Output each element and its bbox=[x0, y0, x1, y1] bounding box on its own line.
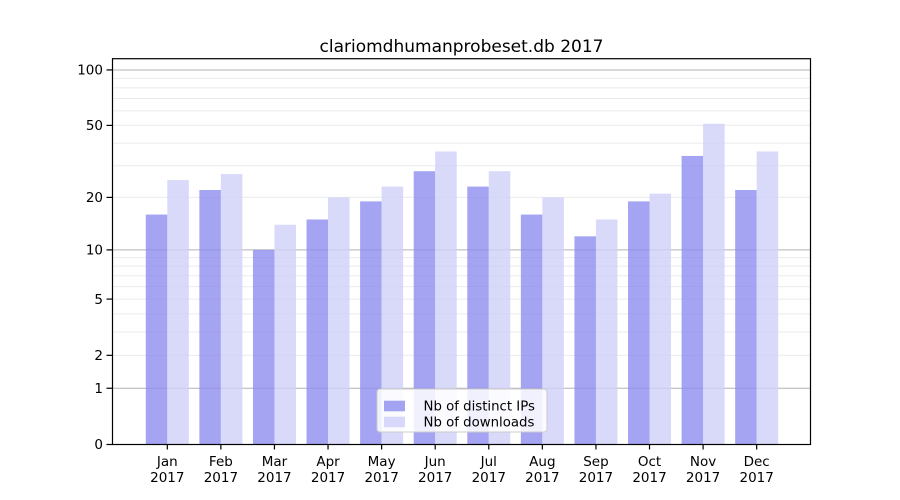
x-tick-label-year-may: 2017 bbox=[364, 470, 398, 486]
axis-labels-group: 0125102050100Jan2017Feb2017Mar2017Apr201… bbox=[77, 63, 774, 486]
bar-dec-distinct-ips bbox=[735, 190, 757, 445]
y-tick-label-1: 1 bbox=[94, 381, 103, 397]
x-tick-label-month-jun: Jun bbox=[424, 454, 446, 470]
x-tick-label-year-sep: 2017 bbox=[579, 470, 613, 486]
y-tick-label-0: 0 bbox=[94, 437, 103, 453]
x-tick-label-year-oct: 2017 bbox=[632, 470, 666, 486]
bar-jun-distinct-ips bbox=[413, 171, 436, 445]
x-tick-label-month-jul: Jul bbox=[480, 454, 497, 470]
bar-jan-downloads bbox=[167, 180, 189, 445]
bar-jun-downloads bbox=[435, 151, 457, 445]
y-tick-label-100: 100 bbox=[77, 63, 103, 79]
x-tick-label-month-nov: Nov bbox=[690, 454, 716, 470]
bar-sep-distinct-ips bbox=[574, 236, 596, 445]
legend-swatch-distinct-ips bbox=[384, 400, 405, 412]
y-tick-label-50: 50 bbox=[86, 118, 103, 134]
bar-jul-downloads bbox=[488, 171, 511, 445]
x-tick-label-year-nov: 2017 bbox=[686, 470, 720, 486]
bar-may-distinct-ips bbox=[360, 201, 382, 445]
bar-dec-downloads bbox=[756, 151, 779, 445]
legend-label-distinct-ips: Nb of distinct IPs bbox=[424, 400, 536, 415]
x-tick-label-year-aug: 2017 bbox=[525, 470, 559, 486]
x-tick-label-year-dec: 2017 bbox=[740, 470, 774, 486]
bar-jul-distinct-ips bbox=[467, 186, 489, 445]
chart-title: clariomdhumanprobeset.db 2017 bbox=[320, 37, 604, 57]
y-tick-label-2: 2 bbox=[94, 348, 103, 364]
x-tick-label-year-feb: 2017 bbox=[204, 470, 238, 486]
legend-label-downloads: Nb of downloads bbox=[424, 416, 535, 431]
x-tick-label-month-may: May bbox=[368, 454, 396, 470]
bar-apr-downloads bbox=[328, 197, 350, 445]
x-tick-label-month-feb: Feb bbox=[209, 454, 233, 470]
bar-feb-downloads bbox=[220, 174, 243, 445]
bar-jan-distinct-ips bbox=[145, 214, 168, 445]
x-tick-label-year-jan: 2017 bbox=[150, 470, 184, 486]
y-tick-label-10: 10 bbox=[86, 243, 103, 259]
bar-mar-distinct-ips bbox=[252, 249, 275, 445]
axes-group bbox=[106, 58, 812, 450]
plot-border bbox=[111, 58, 812, 446]
legend-box bbox=[376, 388, 548, 433]
x-tick-label-year-jul: 2017 bbox=[472, 470, 506, 486]
x-tick-label-year-jun: 2017 bbox=[418, 470, 452, 486]
bar-aug-downloads bbox=[542, 197, 564, 445]
bar-may-downloads bbox=[381, 186, 404, 445]
bar-apr-distinct-ips bbox=[306, 219, 329, 445]
x-tick-label-month-dec: Dec bbox=[744, 454, 770, 470]
bar-sep-downloads bbox=[595, 219, 618, 445]
x-tick-label-year-apr: 2017 bbox=[311, 470, 345, 486]
x-tick-label-year-mar: 2017 bbox=[257, 470, 291, 486]
bar-oct-distinct-ips bbox=[628, 201, 650, 445]
x-tick-label-month-sep: Sep bbox=[583, 454, 608, 470]
bar-aug-distinct-ips bbox=[520, 214, 543, 445]
x-tick-label-month-aug: Aug bbox=[529, 454, 555, 470]
y-tick-label-5: 5 bbox=[94, 292, 103, 308]
legend-swatch-downloads bbox=[384, 416, 405, 428]
x-tick-label-month-jan: Jan bbox=[156, 454, 178, 470]
bar-feb-distinct-ips bbox=[199, 190, 221, 445]
x-tick-label-month-oct: Oct bbox=[638, 454, 661, 470]
x-tick-label-month-apr: Apr bbox=[316, 454, 340, 470]
x-tick-label-month-mar: Mar bbox=[262, 454, 288, 470]
bar-oct-downloads bbox=[649, 193, 672, 445]
bars-group bbox=[145, 123, 779, 445]
bar-nov-distinct-ips bbox=[681, 155, 704, 445]
bar-nov-downloads bbox=[703, 123, 725, 445]
bar-mar-downloads bbox=[274, 224, 296, 445]
y-tick-label-20: 20 bbox=[86, 190, 103, 206]
